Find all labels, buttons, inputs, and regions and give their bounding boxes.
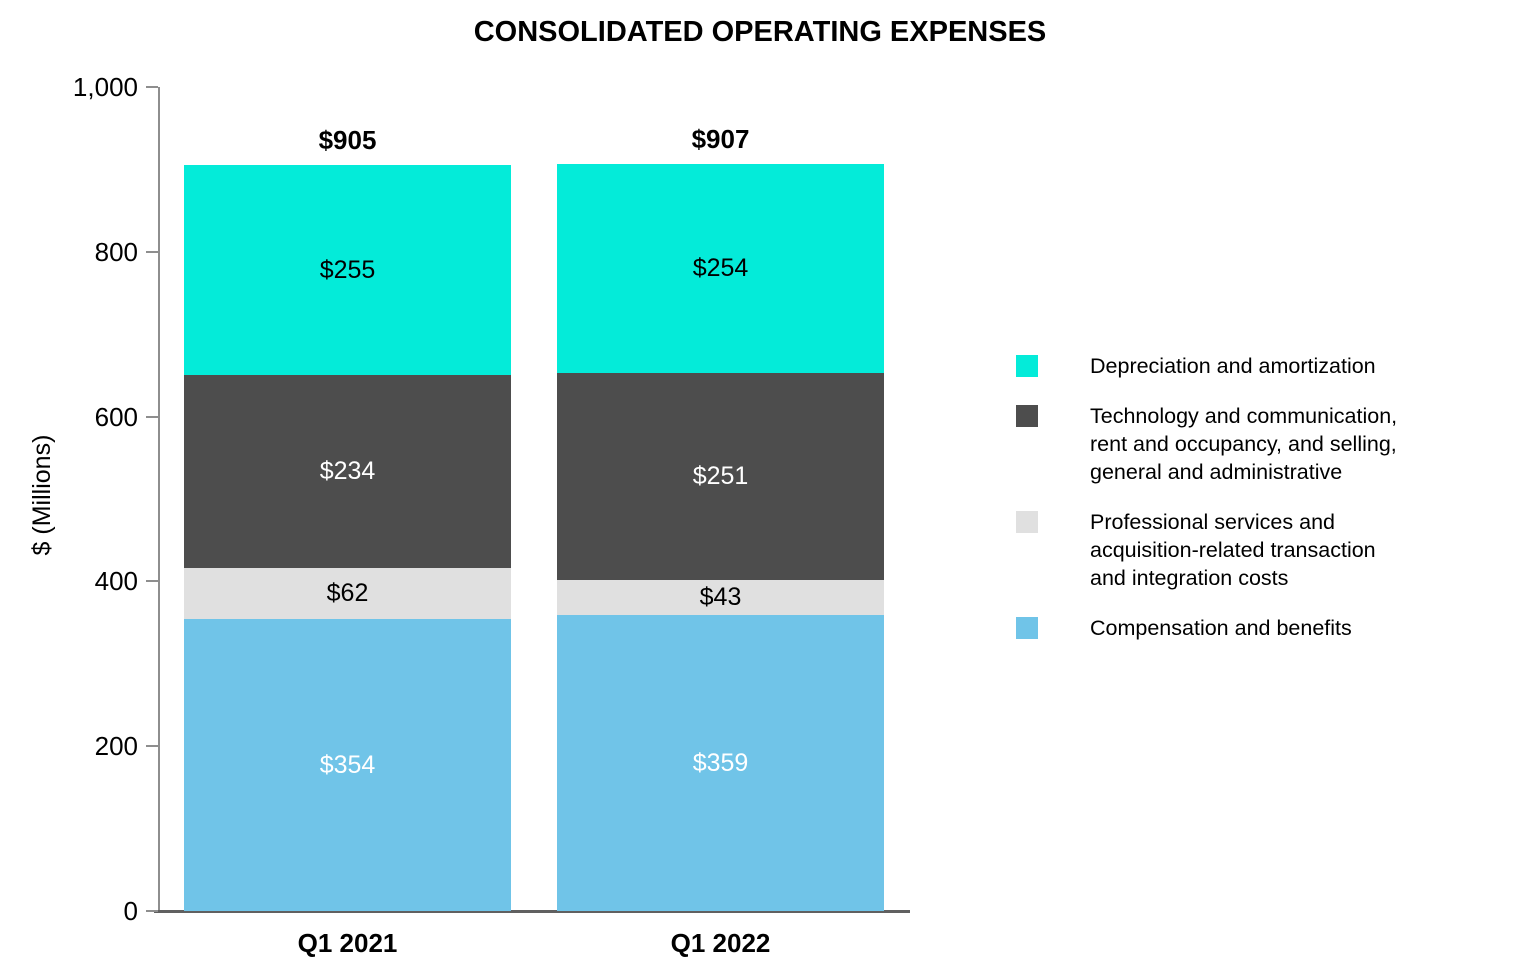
bar-segment: $43 (557, 579, 884, 616)
bar-total-label: $907 (691, 123, 750, 154)
legend-swatch (1016, 355, 1038, 377)
y-tick-label: 200 (94, 731, 138, 762)
bar-segment: $255 (184, 165, 511, 376)
legend-label: Compensation and benefits (1090, 616, 1352, 640)
bar-segment: $251 (557, 372, 884, 580)
segment-value-label: $359 (692, 748, 749, 777)
legend-swatch (1016, 617, 1038, 639)
plot-area: 0 200 400 600 800 1,000 $354 $62 $234 $255 $905 Q1 … (73, 74, 910, 957)
segment-value-label: $62 (326, 579, 369, 608)
legend-item: Technology and communication, rent and o… (1016, 402, 1435, 486)
segment-value-label: $254 (692, 253, 749, 282)
segment-value-label: $354 (319, 750, 376, 779)
bar-total-label: $905 (318, 125, 377, 156)
y-tick-label: 800 (94, 236, 138, 267)
bar-segment: $354 (184, 619, 511, 911)
legend-label: Depreciation and amortization (1090, 354, 1376, 378)
y-axis-title: $ (Millions) (28, 434, 56, 556)
y-tick-mark (146, 415, 158, 418)
bar-segment: $254 (557, 163, 884, 373)
y-axis-line (158, 87, 160, 911)
bar-segment: $359 (557, 615, 884, 911)
legend-label: Technology and communication, rent and o… (1090, 404, 1398, 484)
y-tick-label: 0 (123, 896, 138, 926)
y-tick-label: 1,000 (72, 72, 138, 102)
legend-item: Professional services and acquisition-re… (1016, 508, 1435, 592)
segment-value-label: $255 (319, 255, 376, 284)
legend-label: Professional services and acquisition-re… (1090, 510, 1376, 590)
y-tick-mark (146, 250, 158, 253)
x-axis-category-label: Q1 2021 (297, 928, 398, 958)
segment-value-label: $234 (319, 457, 376, 486)
chart-title: CONSOLIDATED OPERATING EXPENSES (473, 16, 1047, 48)
y-tick-mark (146, 745, 158, 748)
legend-item: Compensation and benefits (1016, 614, 1435, 642)
legend-swatch (1016, 511, 1038, 533)
y-tick-mark (146, 910, 158, 912)
x-axis-category-label: Q1 2022 (670, 928, 771, 958)
legend: Depreciation and amortization Technology … (1016, 352, 1435, 642)
y-tick-mark (146, 580, 158, 583)
legend-swatch (1016, 405, 1038, 427)
y-tick-label: 400 (94, 566, 138, 597)
segment-value-label: $251 (692, 461, 749, 490)
y-tick-label: 600 (94, 401, 138, 432)
bar-segment: $234 (184, 375, 511, 569)
y-tick-mark (146, 86, 158, 88)
x-axis-line (154, 910, 910, 913)
segment-value-label: $43 (699, 582, 742, 611)
bar-segment: $62 (184, 568, 511, 620)
legend-item: Depreciation and amortization (1016, 352, 1435, 380)
